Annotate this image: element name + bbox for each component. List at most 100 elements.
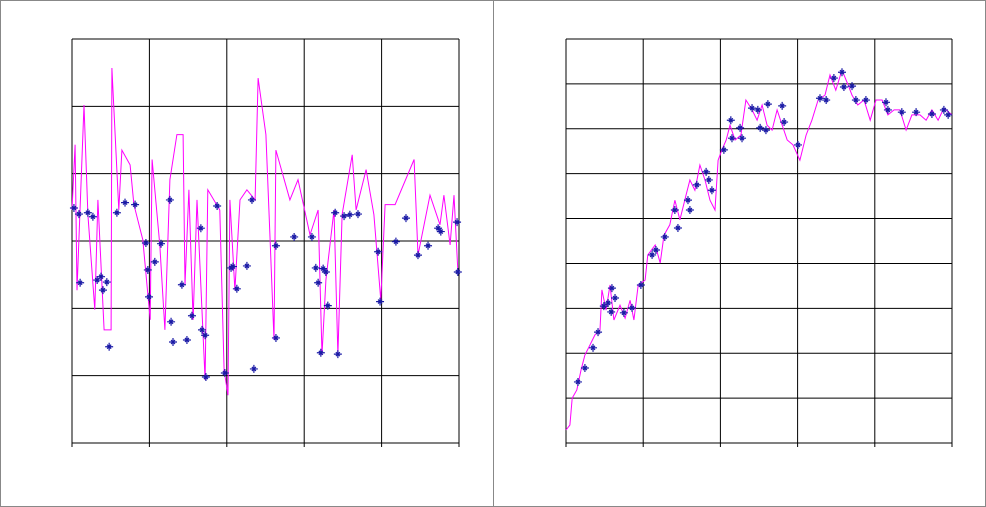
data-point xyxy=(333,350,342,359)
data-point xyxy=(704,175,713,184)
data-point xyxy=(316,348,325,357)
data-point xyxy=(793,140,802,149)
data-point xyxy=(829,74,838,83)
data-point xyxy=(604,298,613,307)
data-point xyxy=(780,118,789,127)
data-point xyxy=(611,294,620,303)
data-point xyxy=(314,278,323,287)
data-point xyxy=(436,227,445,236)
data-point xyxy=(727,134,736,143)
data-point xyxy=(98,286,107,295)
data-point xyxy=(112,208,121,217)
data-line xyxy=(565,68,953,431)
data-point xyxy=(249,364,258,373)
data-point xyxy=(177,280,186,289)
data-point xyxy=(169,338,178,346)
data-point xyxy=(201,373,210,382)
data-point xyxy=(198,325,207,334)
data-point xyxy=(201,331,210,340)
data-point xyxy=(837,68,846,77)
data-point xyxy=(927,109,936,118)
data-point xyxy=(753,105,762,114)
data-point xyxy=(271,241,280,250)
data-point xyxy=(376,297,385,306)
data-point xyxy=(321,267,330,276)
data-point xyxy=(761,126,770,135)
data-point xyxy=(69,204,78,213)
data-point xyxy=(145,292,154,301)
data-point xyxy=(822,96,831,105)
data-point xyxy=(685,206,694,215)
data-point xyxy=(594,328,603,337)
data-point xyxy=(815,94,824,103)
data-point xyxy=(323,301,332,310)
data-point xyxy=(83,208,92,217)
data-point xyxy=(105,342,114,351)
data-point xyxy=(242,261,251,270)
data-point xyxy=(434,224,443,233)
data-point xyxy=(307,232,316,241)
data-point xyxy=(102,278,111,287)
data-point xyxy=(93,276,102,285)
data-point xyxy=(131,200,140,209)
data-point xyxy=(76,278,85,287)
data-point xyxy=(353,210,362,219)
data-point xyxy=(573,377,582,386)
data-point xyxy=(707,186,716,195)
data-point xyxy=(391,237,400,246)
data-point xyxy=(702,167,711,176)
data-point xyxy=(319,264,328,273)
data-point xyxy=(897,108,906,117)
data-point xyxy=(670,206,679,215)
data-point xyxy=(763,100,772,109)
data-point xyxy=(247,195,256,204)
data-point xyxy=(97,272,106,281)
data-point xyxy=(607,307,616,316)
data-point xyxy=(636,280,645,289)
data-point xyxy=(861,96,870,105)
data-point xyxy=(345,210,354,219)
data-point xyxy=(311,263,320,272)
data-point xyxy=(738,134,747,143)
data-point xyxy=(213,201,222,210)
data-point xyxy=(150,257,159,266)
data-point xyxy=(628,303,637,312)
data-point xyxy=(912,108,921,117)
data-point xyxy=(167,317,176,326)
data-point xyxy=(719,145,728,154)
data-point xyxy=(165,195,174,204)
data-point xyxy=(851,96,860,105)
data-point xyxy=(331,208,340,217)
data-point xyxy=(74,210,83,219)
data-point xyxy=(726,116,735,125)
data-point xyxy=(121,198,130,207)
data-point xyxy=(453,218,462,227)
data-point xyxy=(756,123,765,132)
data-point xyxy=(143,265,152,274)
data-point xyxy=(374,247,383,256)
data-point xyxy=(589,343,598,352)
data-point xyxy=(683,196,692,205)
data-point xyxy=(453,267,462,276)
data-point xyxy=(141,239,150,248)
data-point xyxy=(692,180,701,189)
data-point xyxy=(673,223,682,232)
data-point xyxy=(424,241,433,250)
data-point xyxy=(228,262,237,271)
data-point xyxy=(619,308,628,317)
data-point xyxy=(340,212,349,221)
data-point xyxy=(88,212,97,221)
data-point xyxy=(881,98,890,107)
data-point xyxy=(651,245,660,254)
data-point xyxy=(736,123,745,132)
data-point xyxy=(413,251,422,260)
data-point xyxy=(607,284,616,293)
data-point xyxy=(187,311,196,320)
data-point xyxy=(839,83,848,92)
data-point xyxy=(271,333,280,342)
data-point xyxy=(220,368,229,377)
data-point xyxy=(939,105,948,114)
data-point xyxy=(660,232,669,241)
data-point xyxy=(748,104,757,113)
